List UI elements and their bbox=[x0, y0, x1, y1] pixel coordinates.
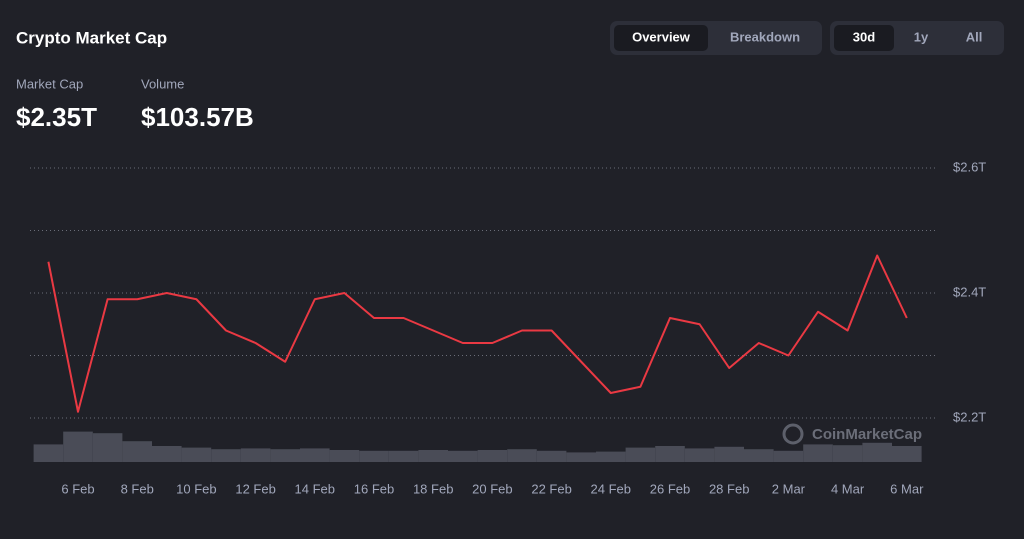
volume-bar bbox=[329, 450, 360, 462]
volume-bar bbox=[596, 451, 626, 462]
volume-bar bbox=[152, 446, 182, 462]
tab-active[interactable] bbox=[614, 25, 708, 51]
x-tick-label: 16 Feb bbox=[354, 481, 394, 496]
volume-bar bbox=[240, 448, 271, 462]
stat-label: Volume bbox=[141, 76, 184, 91]
stat-value: $2.35T bbox=[16, 102, 97, 132]
tab-active[interactable] bbox=[834, 25, 894, 51]
volume-bar bbox=[862, 442, 892, 462]
volume-bar bbox=[714, 446, 744, 462]
x-tick-label: 2 Mar bbox=[772, 481, 806, 496]
volume-bar bbox=[270, 449, 300, 462]
y-tick-label: $2.6T bbox=[953, 159, 986, 174]
volume-bar bbox=[477, 450, 508, 462]
volume-bar bbox=[655, 446, 685, 462]
y-tick-label: $2.4T bbox=[953, 284, 986, 299]
volume-bar bbox=[300, 448, 330, 462]
x-tick-label: 12 Feb bbox=[235, 481, 275, 496]
x-tick-label: 6 Mar bbox=[890, 481, 924, 496]
watermark: CoinMarketCap bbox=[812, 426, 922, 443]
volume-bar bbox=[92, 433, 123, 462]
volume-bar bbox=[773, 450, 804, 462]
x-tick-label: 14 Feb bbox=[295, 481, 335, 496]
volume-bar bbox=[892, 446, 922, 462]
tab[interactable]: 1y bbox=[914, 29, 929, 44]
volume-bar bbox=[122, 441, 152, 462]
volume-bar bbox=[33, 444, 64, 462]
watermark-logo bbox=[782, 423, 804, 445]
title: Crypto Market Cap bbox=[16, 28, 167, 47]
volume-bar bbox=[63, 431, 93, 462]
price-line bbox=[47, 254, 908, 413]
tab[interactable]: Breakdown bbox=[730, 29, 800, 44]
volume-bar bbox=[832, 445, 863, 462]
volume-bar bbox=[211, 449, 241, 462]
x-tick-label: 6 Feb bbox=[61, 481, 94, 496]
volume-bar bbox=[536, 450, 567, 462]
volume-bar bbox=[744, 449, 774, 462]
x-tick-label: 8 Feb bbox=[121, 481, 154, 496]
x-tick-label: 26 Feb bbox=[650, 481, 690, 496]
x-tick-label: 28 Feb bbox=[709, 481, 749, 496]
volume-bar bbox=[418, 450, 448, 462]
x-tick-label: 4 Mar bbox=[831, 481, 865, 496]
x-tick-label: 22 Feb bbox=[531, 481, 571, 496]
x-tick-label: 18 Feb bbox=[413, 481, 453, 496]
volume-bar bbox=[803, 444, 833, 462]
volume-bar bbox=[507, 449, 537, 462]
volume-bar bbox=[566, 452, 596, 462]
tab[interactable]: All bbox=[966, 29, 983, 44]
tab[interactable]: 30d bbox=[853, 29, 875, 44]
volume-bar bbox=[684, 448, 715, 462]
volume-bar bbox=[448, 450, 478, 462]
volume-bar bbox=[359, 450, 389, 462]
volume-bar bbox=[388, 450, 419, 462]
x-tick-label: 24 Feb bbox=[591, 481, 631, 496]
stat-label: Market Cap bbox=[16, 76, 83, 91]
tab[interactable]: Overview bbox=[632, 29, 691, 44]
volume-bar bbox=[625, 447, 656, 462]
x-tick-label: 10 Feb bbox=[176, 481, 216, 496]
stat-value: $103.57B bbox=[141, 102, 254, 132]
x-tick-label: 20 Feb bbox=[472, 481, 512, 496]
volume-bar bbox=[181, 447, 212, 462]
y-tick-label: $2.2T bbox=[953, 409, 986, 424]
